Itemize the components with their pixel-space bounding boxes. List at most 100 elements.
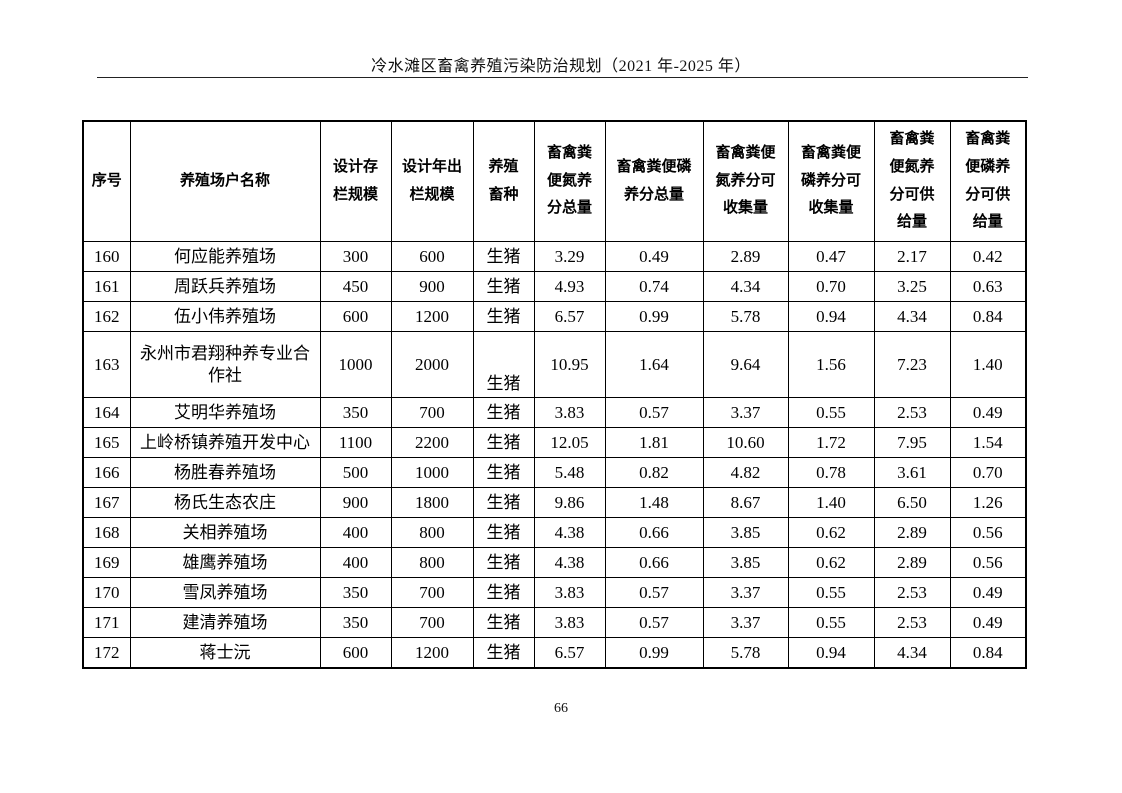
column-header-species: 养殖 畜种 [472, 120, 535, 242]
cell-p_total: 0.82 [604, 457, 704, 488]
cell-p_collect: 0.62 [787, 517, 875, 548]
table-row: 160 何应能养殖场 300 600 生猪 3.29 0.49 2.89 0.47 2.17 0.4… [82, 241, 1027, 272]
cell-p_collect: 0.94 [787, 637, 875, 669]
cell-n_supply: 4.34 [873, 301, 951, 332]
table-row: 165 上岭桥镇养殖开发中心 1100 2200 生猪 12.05 1.81 10.60 1.7… [82, 427, 1027, 458]
cell-p_total: 0.99 [604, 301, 704, 332]
cell-outturn: 1200 [390, 637, 474, 669]
cell-name: 永州市君翔种养专业合作社 [129, 331, 321, 398]
cell-stock: 400 [319, 547, 392, 578]
cell-n_collect: 5.78 [702, 301, 789, 332]
cell-p_supply: 0.56 [949, 547, 1027, 578]
cell-n_supply: 2.17 [873, 241, 951, 272]
cell-p_collect: 1.56 [787, 331, 875, 398]
cell-p_total: 0.66 [604, 517, 704, 548]
cell-name: 雄鹰养殖场 [129, 547, 321, 578]
cell-seq: 171 [82, 607, 131, 638]
cell-n_total: 4.38 [533, 547, 606, 578]
cell-outturn: 800 [390, 517, 474, 548]
cell-outturn: 700 [390, 577, 474, 608]
cell-n_total: 6.57 [533, 637, 606, 669]
cell-seq: 160 [82, 241, 131, 272]
cell-n_total: 3.83 [533, 577, 606, 608]
table-row: 164 艾明华养殖场 350 700 生猪 3.83 0.57 3.37 0.55 2.53 0.4… [82, 397, 1027, 428]
cell-p_collect: 0.55 [787, 607, 875, 638]
cell-n_supply: 6.50 [873, 487, 951, 518]
table-row: 166 杨胜春养殖场 500 1000 生猪 5.48 0.82 4.82 0.78 3.61 0.… [82, 457, 1027, 488]
cell-stock: 900 [319, 487, 392, 518]
cell-stock: 400 [319, 517, 392, 548]
cell-seq: 168 [82, 517, 131, 548]
cell-p_supply: 0.49 [949, 577, 1027, 608]
column-header-p-total: 畜禽粪便磷 养分总量 [604, 120, 704, 242]
column-header-stock: 设计存 栏规模 [319, 120, 392, 242]
cell-species: 生猪 [472, 637, 535, 669]
cell-p_collect: 0.55 [787, 577, 875, 608]
cell-seq: 165 [82, 427, 131, 458]
cell-species: 生猪 [472, 427, 535, 458]
cell-name: 关相养殖场 [129, 517, 321, 548]
column-header-outturn: 设计年出 栏规模 [390, 120, 474, 242]
cell-name: 蒋士沅 [129, 637, 321, 669]
cell-stock: 600 [319, 637, 392, 669]
table-row: 170 雪凤养殖场 350 700 生猪 3.83 0.57 3.37 0.55 2.53 0.49 [82, 577, 1027, 608]
cell-n_supply: 3.25 [873, 271, 951, 302]
cell-p_total: 0.57 [604, 397, 704, 428]
cell-n_collect: 5.78 [702, 637, 789, 669]
table-row: 163 永州市君翔种养专业合作社 1000 2000 生猪 10.95 1.64 9.64 1.… [82, 331, 1027, 398]
column-header-p-collect: 畜禽粪便 磷养分可 收集量 [787, 120, 875, 242]
cell-stock: 350 [319, 577, 392, 608]
cell-stock: 1000 [319, 331, 392, 398]
cell-n_collect: 8.67 [702, 487, 789, 518]
cell-outturn: 1000 [390, 457, 474, 488]
cell-n_total: 3.29 [533, 241, 606, 272]
cell-n_collect: 3.37 [702, 607, 789, 638]
cell-outturn: 600 [390, 241, 474, 272]
cell-seq: 166 [82, 457, 131, 488]
cell-p_total: 0.99 [604, 637, 704, 669]
cell-seq: 161 [82, 271, 131, 302]
cell-p_supply: 1.54 [949, 427, 1027, 458]
cell-species: 生猪 [472, 271, 535, 302]
table-header-row: 序号 养殖场户名称 设计存 栏规模 设计年出 栏规模 养殖 畜种 畜禽粪 便氮养… [82, 120, 1027, 242]
cell-name: 何应能养殖场 [129, 241, 321, 272]
cell-species: 生猪 [472, 457, 535, 488]
column-header-p-supply: 畜禽粪 便磷养 分可供 给量 [949, 120, 1027, 242]
cell-p_total: 0.74 [604, 271, 704, 302]
table-header: 序号 养殖场户名称 设计存 栏规模 设计年出 栏规模 养殖 畜种 畜禽粪 便氮养… [82, 120, 1027, 242]
document-header-title: 冷水滩区畜禽养殖污染防治规划（2021 年-2025 年） [371, 58, 751, 75]
cell-stock: 350 [319, 607, 392, 638]
cell-n_total: 3.83 [533, 607, 606, 638]
cell-n_supply: 2.89 [873, 547, 951, 578]
cell-stock: 500 [319, 457, 392, 488]
table-row: 162 伍小伟养殖场 600 1200 生猪 6.57 0.99 5.78 0.94 4.34 0.… [82, 301, 1027, 332]
cell-p_collect: 1.72 [787, 427, 875, 458]
cell-n_total: 3.83 [533, 397, 606, 428]
cell-n_supply: 2.53 [873, 577, 951, 608]
cell-n_total: 5.48 [533, 457, 606, 488]
cell-p_supply: 0.42 [949, 241, 1027, 272]
table-row: 168 关相养殖场 400 800 生猪 4.38 0.66 3.85 0.62 2.89 0.56 [82, 517, 1027, 548]
cell-p_total: 1.64 [604, 331, 704, 398]
table-row: 161 周跃兵养殖场 450 900 生猪 4.93 0.74 4.34 0.70 3.25 0.6… [82, 271, 1027, 302]
cell-p_supply: 0.63 [949, 271, 1027, 302]
cell-p_supply: 0.84 [949, 637, 1027, 669]
cell-p_total: 0.66 [604, 547, 704, 578]
cell-seq: 169 [82, 547, 131, 578]
cell-n_total: 10.95 [533, 331, 606, 398]
cell-seq: 164 [82, 397, 131, 428]
cell-seq: 170 [82, 577, 131, 608]
page-number: 66 [554, 701, 568, 716]
cell-p_collect: 0.47 [787, 241, 875, 272]
cell-n_total: 12.05 [533, 427, 606, 458]
cell-n_supply: 2.53 [873, 607, 951, 638]
cell-n_total: 9.86 [533, 487, 606, 518]
cell-p_supply: 1.40 [949, 331, 1027, 398]
cell-species: 生猪 [472, 397, 535, 428]
column-header-name: 养殖场户名称 [129, 120, 321, 242]
cell-n_collect: 3.85 [702, 517, 789, 548]
cell-n_total: 4.38 [533, 517, 606, 548]
cell-p_total: 0.57 [604, 607, 704, 638]
table-row: 172 蒋士沅 600 1200 生猪 6.57 0.99 5.78 0.94 4.34 0.84 [82, 637, 1027, 669]
cell-n_total: 4.93 [533, 271, 606, 302]
